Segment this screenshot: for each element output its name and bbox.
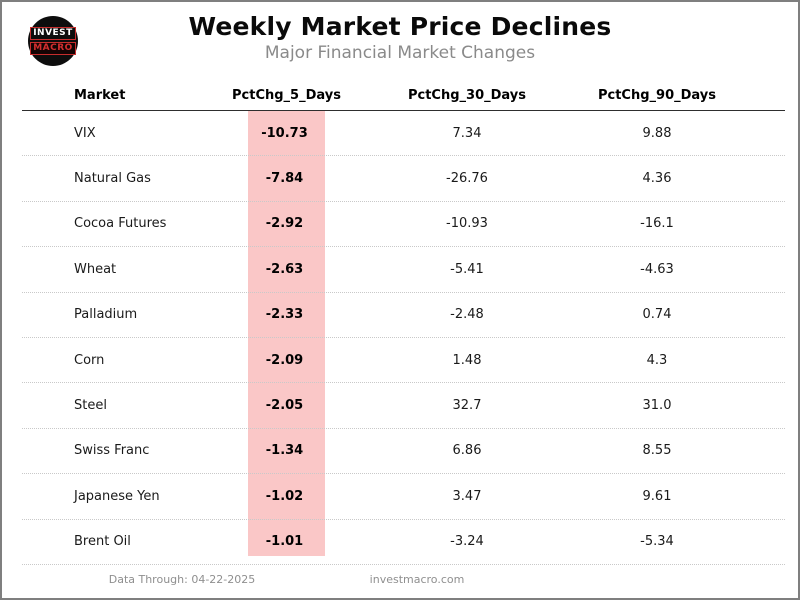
pct90-cell: 31.0 <box>642 398 672 414</box>
pct90-cell: 4.36 <box>642 171 672 187</box>
table-row: Corn -2.09 1.48 4.3 <box>22 338 785 384</box>
col-header-pct30: PctChg_30_Days <box>407 87 526 103</box>
table-row: Cocoa Futures -2.92 -10.93 -16.1 <box>22 202 785 248</box>
pct30-cell: -10.93 <box>446 216 488 232</box>
pct5-cell: -2.09 <box>265 352 304 368</box>
pct5-cell: -1.34 <box>265 443 304 459</box>
table-row: Swiss Franc -1.34 6.86 8.55 <box>22 429 785 475</box>
table-row: VIX -10.73 7.34 9.88 <box>22 111 785 157</box>
pct90-cell: 9.88 <box>642 125 672 141</box>
pct30-cell: 32.7 <box>452 398 482 414</box>
pct30-cell: -3.24 <box>450 534 484 550</box>
pct90-cell: 9.61 <box>642 488 672 504</box>
logo-macro-text: MACRO <box>30 42 76 55</box>
market-cell: Swiss Franc <box>74 443 150 459</box>
market-cell: Steel <box>74 398 107 414</box>
market-cell: Corn <box>74 352 105 368</box>
market-cell: Cocoa Futures <box>74 216 167 232</box>
page-title: Weekly Market Price Declines <box>188 12 612 41</box>
col-header-pct90: PctChg_90_Days <box>597 87 716 103</box>
pct5-cell: -1.02 <box>265 488 304 504</box>
market-cell: VIX <box>74 125 96 141</box>
pct5-highlight-band <box>248 111 325 556</box>
table-row: Brent Oil -1.01 -3.24 -5.34 <box>22 520 785 565</box>
pct5-cell: -2.33 <box>265 307 304 323</box>
pct30-cell: 3.47 <box>452 488 482 504</box>
pct5-cell: -2.63 <box>265 261 304 277</box>
table-row: Natural Gas -7.84 -26.76 4.36 <box>22 156 785 202</box>
market-cell: Japanese Yen <box>74 488 160 504</box>
pct5-cell: -2.05 <box>265 398 304 414</box>
pct90-cell: -16.1 <box>640 216 674 232</box>
pct30-cell: 6.86 <box>452 443 482 459</box>
market-cell: Palladium <box>74 307 138 323</box>
market-cell: Brent Oil <box>74 534 131 550</box>
pct30-cell: 7.34 <box>452 125 482 141</box>
table-row: Steel -2.05 32.7 31.0 <box>22 383 785 429</box>
pct5-cell: -2.92 <box>265 216 304 232</box>
table-row: Palladium -2.33 -2.48 0.74 <box>22 293 785 338</box>
pct30-cell: 1.48 <box>452 352 482 368</box>
table-header-row: Market PctChg_5_Days PctChg_30_Days PctC… <box>22 80 785 111</box>
pct5-cell: -7.84 <box>265 171 304 187</box>
pct90-cell: -4.63 <box>640 261 674 277</box>
col-header-market: Market <box>74 87 126 103</box>
pct5-cell: -10.73 <box>261 125 308 141</box>
pct30-cell: -5.41 <box>450 261 484 277</box>
col-header-pct5: PctChg_5_Days <box>232 87 341 103</box>
table-row: Wheat -2.63 -5.41 -4.63 <box>22 247 785 293</box>
page-subtitle: Major Financial Market Changes <box>264 43 536 63</box>
pct5-cell: -1.01 <box>265 534 304 550</box>
pct90-cell: 0.74 <box>642 307 672 323</box>
market-cell: Wheat <box>74 261 117 277</box>
pct30-cell: -2.48 <box>450 307 484 323</box>
pct90-cell: 8.55 <box>642 443 672 459</box>
website-label: investmacro.com <box>369 573 465 586</box>
logo-invest-text: INVEST <box>30 27 76 40</box>
investmacro-logo: INVEST MACRO <box>28 16 78 66</box>
data-through-label: Data Through: 04-22-2025 <box>108 573 256 586</box>
pct30-cell: -26.76 <box>446 171 488 187</box>
pct90-cell: 4.3 <box>646 352 668 368</box>
market-table: Market PctChg_5_Days PctChg_30_Days PctC… <box>22 80 785 565</box>
pct90-cell: -5.34 <box>640 534 674 550</box>
table-row: Japanese Yen -1.02 3.47 9.61 <box>22 474 785 520</box>
market-cell: Natural Gas <box>74 171 151 187</box>
